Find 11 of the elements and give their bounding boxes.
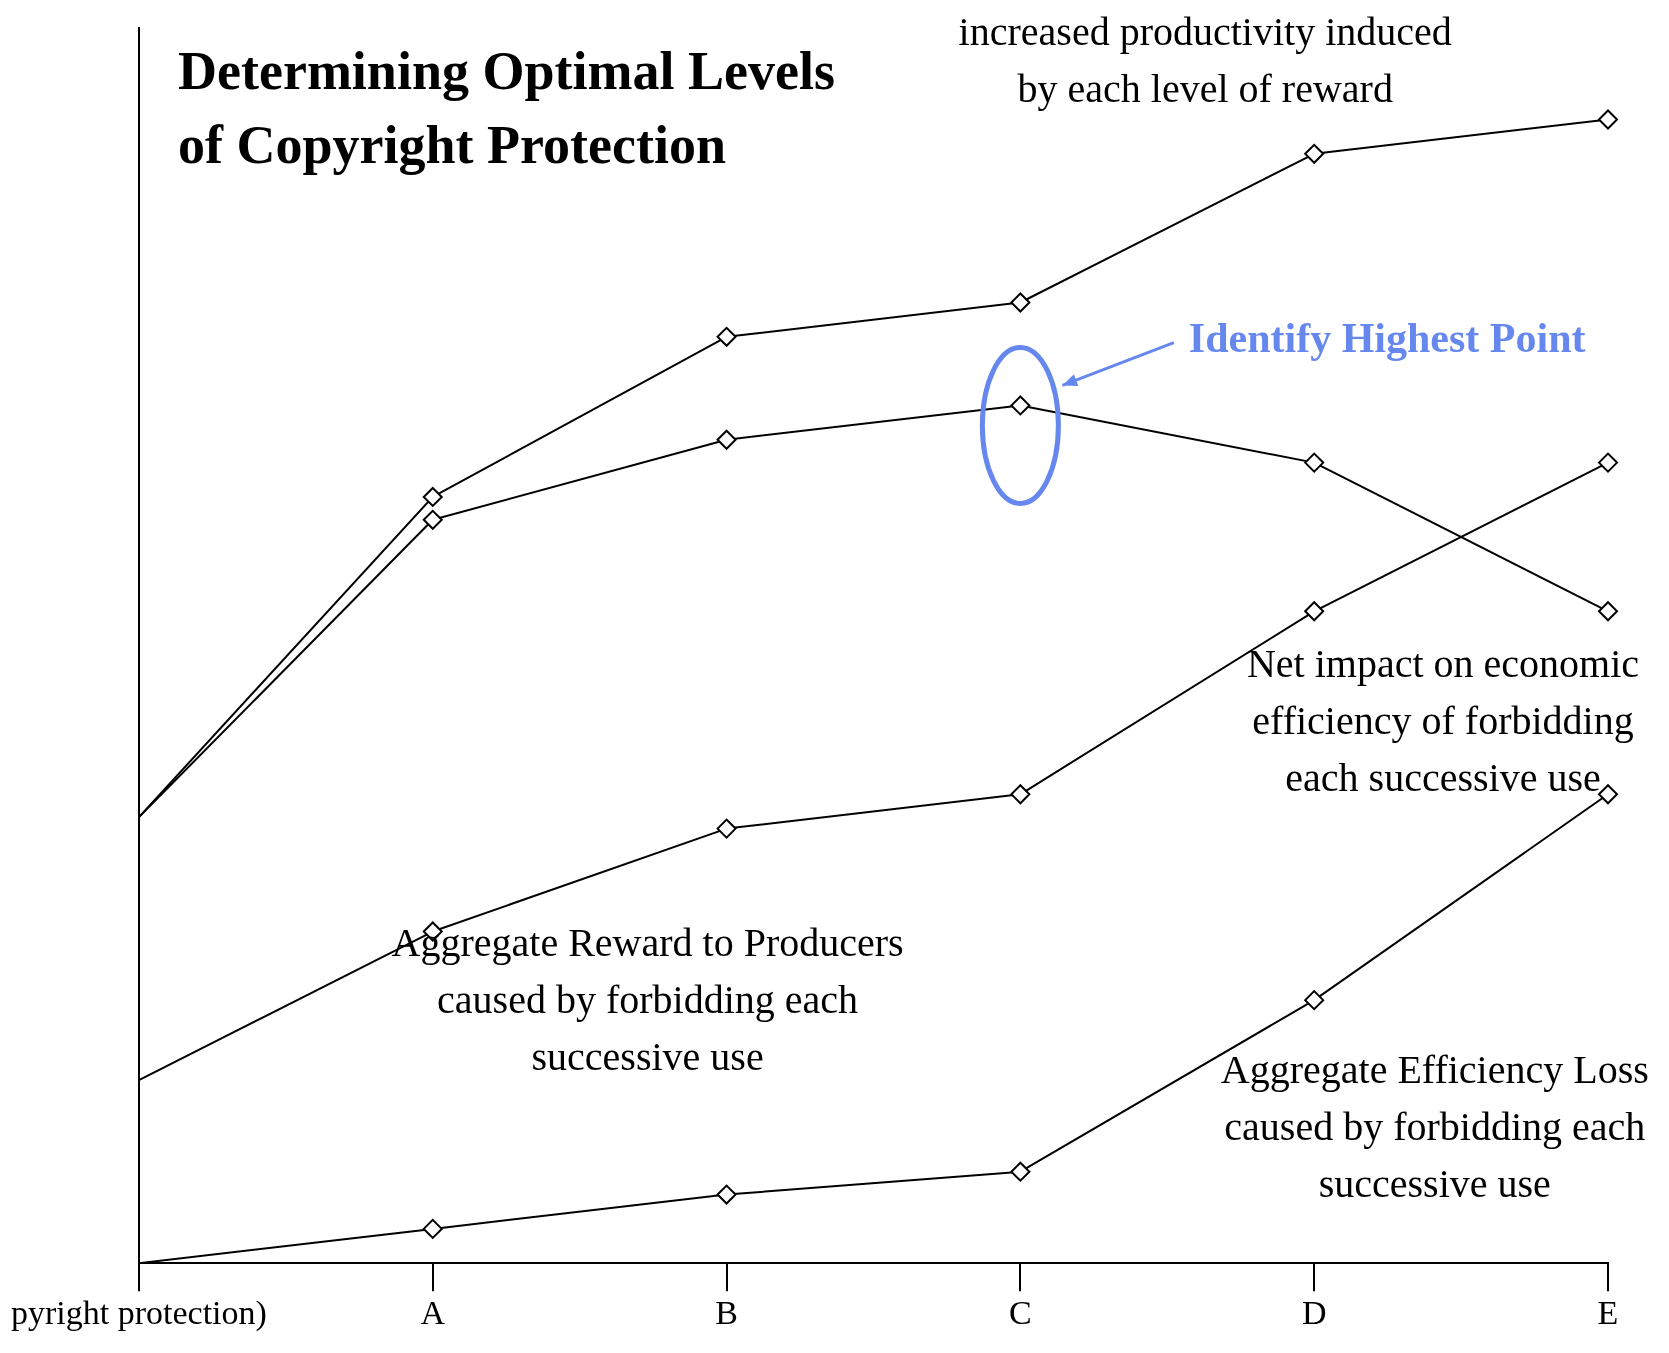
annotation: Identify Highest Point xyxy=(1188,315,1586,362)
text: increased productivity induced by each level of reward xyxy=(958,9,1452,112)
annotation: Aggregate Efficiency Loss caused by forbidding each successive use xyxy=(1220,1046,1649,1206)
x-tick-label: C xyxy=(1009,1293,1032,1331)
x-tick-label: D xyxy=(1301,1293,1327,1331)
chart-title: Determining Optimal Levels of Copyright Protection xyxy=(178,40,835,175)
x-tick-label: pyright protection) xyxy=(10,1293,267,1332)
x-tick-label: B xyxy=(715,1293,738,1331)
x-tick-label: A xyxy=(420,1293,446,1331)
x-tick-label: E xyxy=(1597,1293,1619,1331)
annotation: Net impact on economic efficiency of forbidding each successive use xyxy=(1246,640,1640,800)
